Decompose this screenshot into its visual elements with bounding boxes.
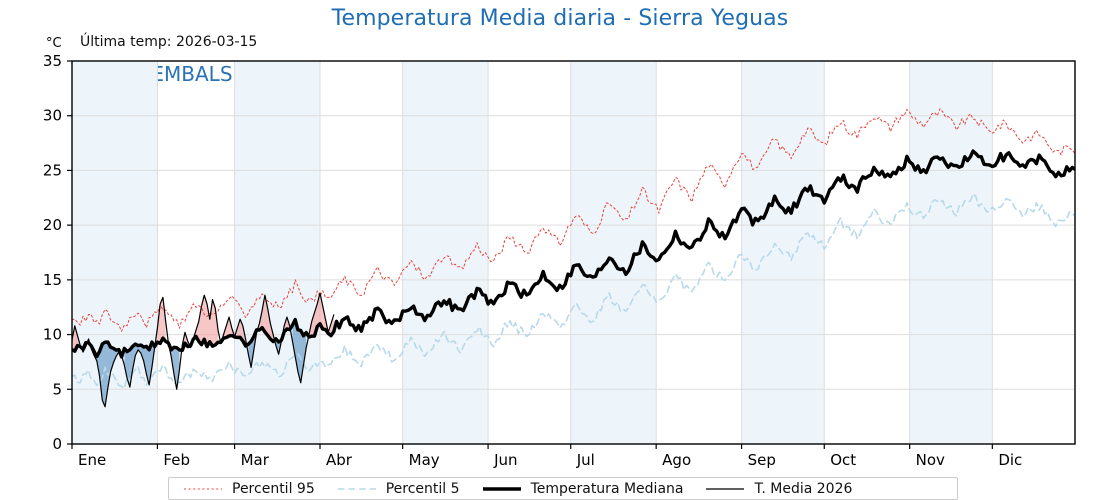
series-layer — [72, 108, 1075, 408]
legend-item[interactable]: T. Media 2026 — [705, 481, 852, 497]
last-temp-label: Última temp: 2026-03-15 — [80, 34, 258, 50]
svg-text:Ene: Ene — [78, 451, 106, 469]
y-axis-unit-label: °C — [46, 36, 62, 51]
legend-label: Temperatura Mediana — [530, 480, 684, 497]
legend-label: T. Media 2026 — [754, 480, 853, 497]
svg-text:Abr: Abr — [326, 451, 353, 469]
svg-text:25: 25 — [43, 161, 62, 179]
svg-text:Oct: Oct — [830, 451, 856, 469]
svg-text:Sep: Sep — [748, 451, 776, 469]
svg-text:Nov: Nov — [916, 451, 945, 469]
legend-line-sample — [482, 486, 521, 491]
svg-text:Dic: Dic — [998, 451, 1022, 469]
legend-item[interactable]: Percentil 5 — [337, 481, 460, 497]
svg-text:Jul: Jul — [576, 451, 595, 469]
legend-line-sample — [184, 488, 222, 489]
svg-text:5: 5 — [52, 380, 62, 398]
svg-text:Ago: Ago — [662, 451, 691, 469]
legend-line-sample — [706, 487, 745, 490]
svg-text:Mar: Mar — [241, 451, 270, 469]
svg-text:15: 15 — [43, 271, 62, 289]
svg-text:20: 20 — [43, 216, 62, 234]
page-title: Temperatura Media diaria - Sierra Yeguas — [331, 6, 789, 31]
svg-text:10: 10 — [43, 326, 62, 344]
svg-text:30: 30 — [43, 107, 62, 125]
legend-item[interactable]: Temperatura Mediana — [482, 480, 684, 497]
svg-text:0: 0 — [52, 435, 62, 453]
legend-label: Percentil 5 — [385, 480, 460, 497]
x-axis-ticks: Ene Feb Mar Abr May Jun Jul Ago Sep Oct Nov Dic — [71, 444, 1022, 469]
legend-label: Percentil 95 — [232, 480, 315, 497]
y-axis-ticks: 0 5 10 15 20 25 30 35 — [43, 52, 72, 453]
month-background-bands — [72, 61, 993, 444]
svg-text:Feb: Feb — [163, 451, 190, 469]
plot-frame — [71, 60, 1076, 445]
legend: Percentil 95 Percentil 5 Temperatura Media… — [168, 477, 958, 500]
svg-text:35: 35 — [43, 52, 62, 70]
svg-text:Jun: Jun — [493, 451, 517, 469]
svg-text:May: May — [409, 451, 440, 469]
legend-line-sample — [337, 487, 376, 490]
legend-item[interactable]: Percentil 95 — [183, 481, 315, 497]
